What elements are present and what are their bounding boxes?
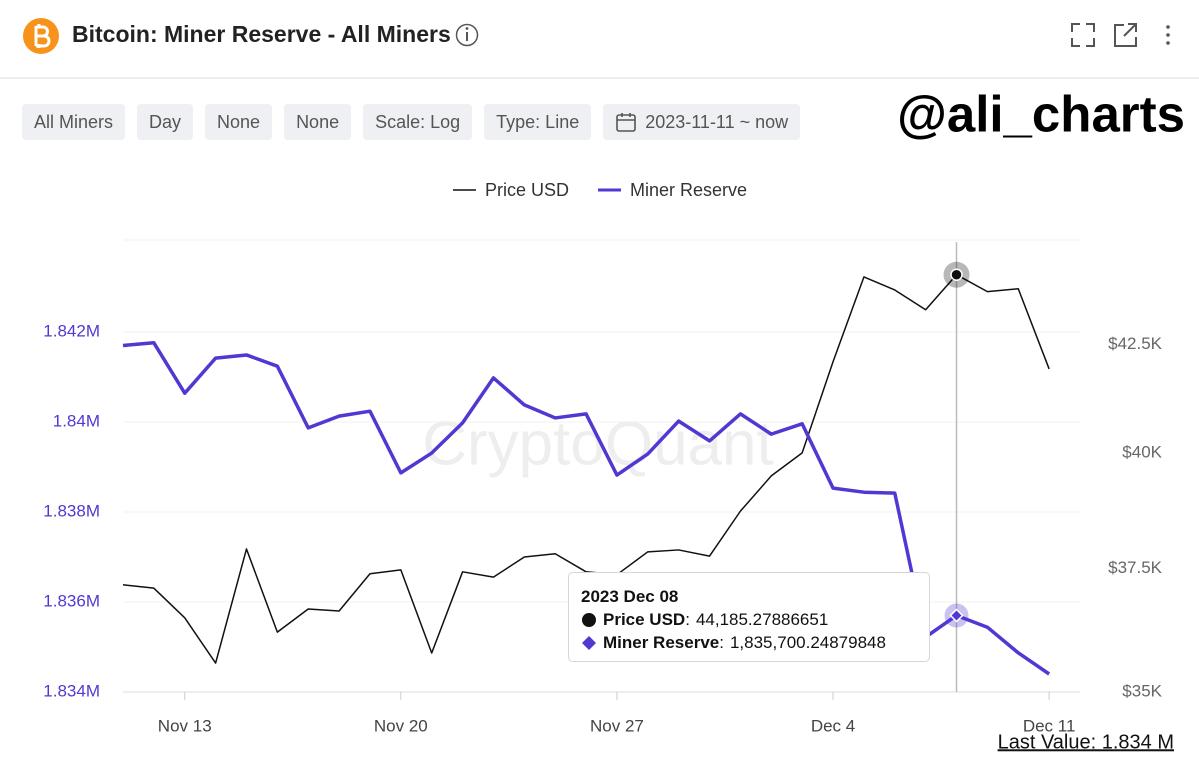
y2-tick-label: $37.5K [1108,558,1163,577]
y2-tick-label: $40K [1122,442,1162,461]
y2-tick-label: $42.5K [1108,334,1163,353]
filter-label: None [296,112,340,132]
tooltip-title: 2023 Dec 08 [581,587,679,606]
filter-button[interactable]: Scale: Log [363,104,473,140]
filter-button[interactable]: Type: Line [484,104,592,140]
x-tick-label: Nov 20 [374,716,428,735]
info-icon[interactable] [455,23,479,47]
x-tick-label: Dec 11 [1023,716,1076,735]
filter-button[interactable]: 2023-11-11 ~ now [603,104,801,140]
tooltip-name: Price USD [603,608,690,631]
tooltip-row: Miner Reserve 1,835,700.24879848 [581,631,917,654]
x-tick-label: Nov 13 [158,716,212,735]
handle: @ali_charts [897,85,1185,142]
legend-label: Miner Reserve [630,180,747,200]
filter-button[interactable]: None [205,104,273,140]
page-title: Bitcoin: Miner Reserve - All Miners [72,21,451,47]
tooltip-name: Miner Reserve [603,631,724,654]
fullscreen-icon[interactable] [1071,23,1095,47]
filter-label: Day [149,112,182,132]
x-tick-label: Dec 4 [811,716,855,735]
filter-label: 2023-11-11 ~ now [645,112,789,132]
filter-label: Type: Line [496,112,580,132]
y-tick-label: 1.842M [43,321,100,340]
hover-point [950,268,963,281]
watermark: CryptoQuant [422,409,774,478]
series-line [122,341,1051,676]
y-tick-label: 1.836M [43,591,100,610]
filter-button[interactable]: Day [137,104,194,140]
filter-button[interactable]: None [284,104,352,140]
y-tick-label: 1.838M [43,501,100,520]
tooltip-row: Price USD 44,185.27886651 [581,608,917,631]
x-tick-label: Nov 27 [590,716,644,735]
filter-label: All Miners [34,112,114,132]
filter-label: Scale: Log [375,112,461,132]
series-line [122,273,1050,664]
calendar-icon [616,113,637,132]
tooltip-value: 1,835,700.24879848 [729,633,886,652]
hover-point [949,608,964,623]
y-tick-label: 1.84M [53,411,100,430]
bitcoin-glyph [34,24,51,48]
tooltip-icon [582,635,596,650]
filter-bar: All Miners Day None None Scale: Log Type: Lin… [22,104,801,140]
y2-tick-label: $35K [1122,681,1162,700]
menu-icon[interactable] [1166,25,1170,45]
open-icon[interactable] [1114,23,1137,47]
tooltip-icon [582,612,596,627]
filter-label: None [217,112,261,132]
last-value: Last Value: 1.834 M [998,731,1174,753]
filter-button[interactable]: All Miners [22,104,126,140]
tooltip: 2023 Dec 08 Price USD 44,185.27886651 Miner… [568,572,930,662]
legend-label: Price USD [485,180,569,200]
tooltip-value: 44,185.27886651 [695,610,829,629]
y-tick-label: 1.834M [43,681,100,700]
